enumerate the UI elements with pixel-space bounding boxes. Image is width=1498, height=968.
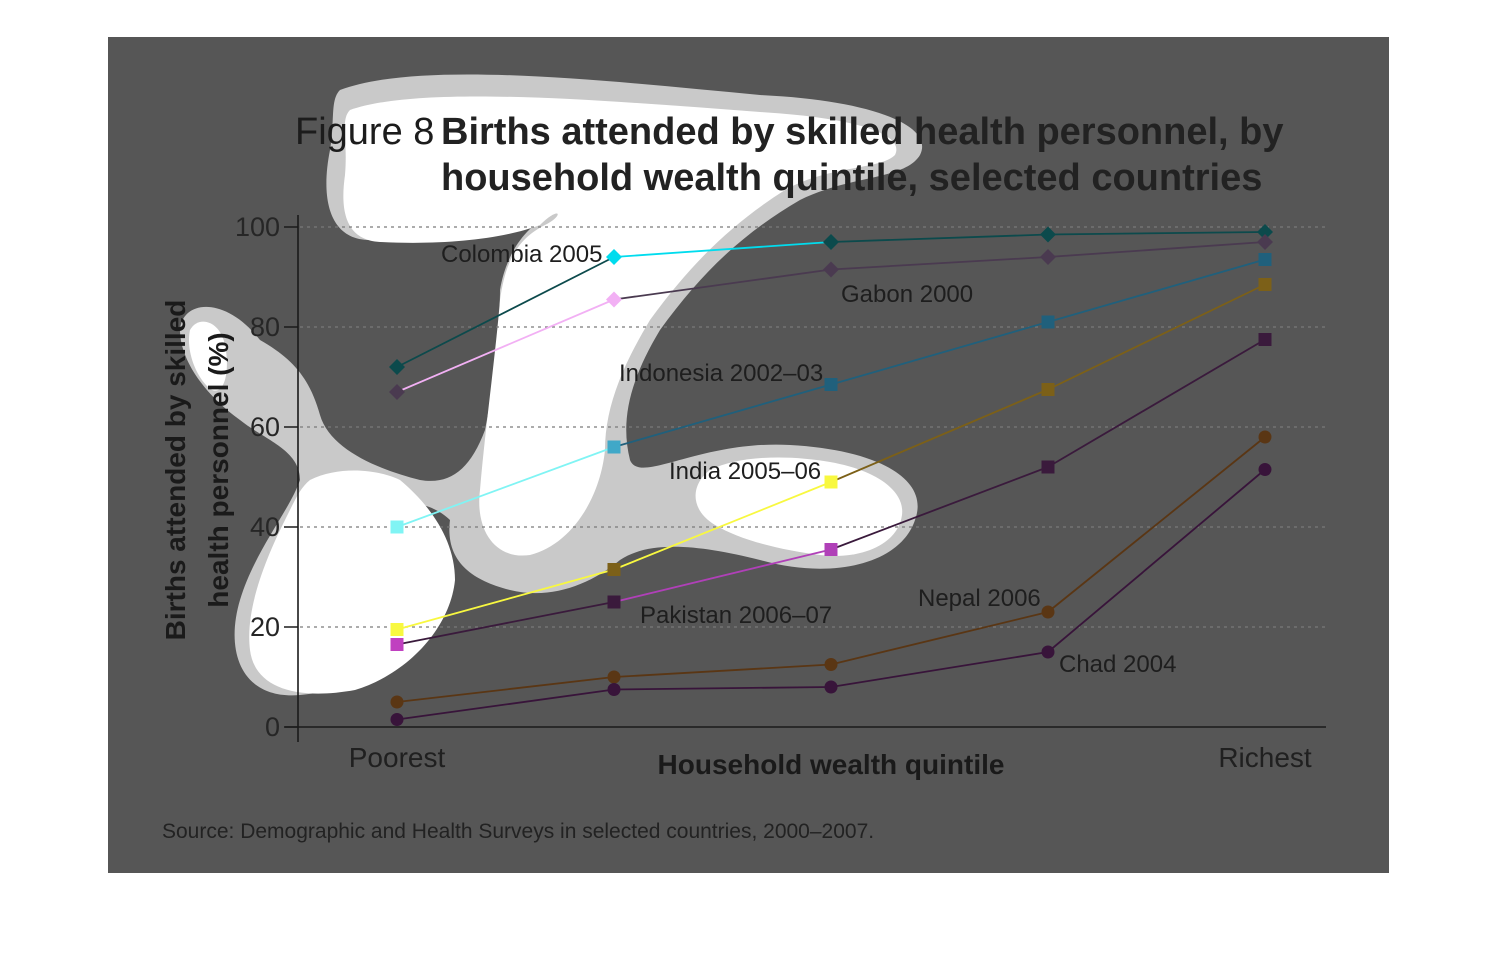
- series-line-segment: [830, 256, 1049, 271]
- series-line-segment: [1047, 436, 1266, 613]
- series-line-segment: [613, 548, 832, 603]
- data-point-square: [607, 440, 621, 454]
- y-tick-label: 80: [250, 312, 280, 342]
- data-point-circle: [1258, 463, 1272, 476]
- series-line-segment: [1047, 468, 1266, 653]
- series-line-segment: [396, 688, 615, 721]
- data-point-square: [1258, 253, 1272, 266]
- y-tick-label: 0: [265, 712, 280, 742]
- series-line-segment: [396, 601, 615, 646]
- series-line-segment: [1047, 338, 1266, 468]
- data-point-diamond: [823, 234, 839, 250]
- data-point-diamond: [1257, 234, 1273, 250]
- series-line-segment: [396, 446, 615, 528]
- series-label: India 2005–06: [669, 458, 821, 485]
- series-line-segment: [830, 233, 1049, 243]
- series-line-group: [396, 468, 1266, 721]
- data-point-diamond: [606, 291, 622, 308]
- data-point-circle: [1041, 645, 1055, 659]
- series-line-segment: [396, 298, 615, 393]
- series-line-segment: [613, 481, 832, 571]
- series-line-segment: [830, 321, 1049, 386]
- data-point-circle: [607, 683, 621, 696]
- source-note: Source: Demographic and Health Surveys i…: [162, 820, 874, 843]
- data-point-square: [1258, 333, 1272, 346]
- series-line-segment: [613, 686, 832, 691]
- data-point-circle: [1258, 430, 1272, 444]
- data-point-square: [824, 378, 838, 391]
- series-line-group: [396, 231, 1266, 368]
- data-point-circle: [824, 658, 838, 671]
- series-line-segment: [396, 256, 615, 368]
- series-markers: [389, 224, 1273, 726]
- y-tick-label: 20: [250, 612, 280, 642]
- x-axis-title: Household wealth quintile: [658, 749, 1005, 780]
- series-line-segment: [1047, 258, 1266, 323]
- series-line-segment: [830, 611, 1049, 666]
- series-label: Indonesia 2002–03: [619, 360, 823, 387]
- series-line-segment: [830, 466, 1049, 551]
- series-label: Nepal 2006: [918, 585, 1041, 612]
- series-label: Pakistan 2006–07: [640, 602, 832, 629]
- y-axis-title-line-2: health personnel (%): [203, 332, 234, 607]
- data-point-diamond: [1257, 224, 1273, 240]
- series-line-segment: [1047, 283, 1266, 391]
- series-line-group: [396, 338, 1266, 646]
- series-line-group: [396, 283, 1266, 631]
- data-point-square: [824, 543, 838, 556]
- series-line-segment: [613, 663, 832, 678]
- data-point-square: [607, 595, 621, 609]
- series-line-segment: [613, 383, 832, 448]
- chart-title-line-1: Births attended by skilled health person…: [441, 111, 1284, 153]
- data-point-diamond: [823, 261, 839, 278]
- data-point-square: [824, 475, 838, 489]
- series-line-segment: [1047, 241, 1266, 258]
- series-line-segment: [613, 268, 832, 301]
- chart-title-prefix: Figure 8: [295, 111, 434, 153]
- series-line-segment: [830, 651, 1049, 688]
- series-line-segment: [1047, 231, 1266, 236]
- data-point-circle: [1041, 605, 1055, 619]
- gridlines: [300, 226, 1326, 628]
- data-point-square: [1041, 460, 1055, 474]
- data-point-diamond: [1040, 249, 1056, 265]
- data-point-circle: [390, 713, 404, 726]
- data-point-square: [607, 563, 621, 576]
- series-line-group: [396, 241, 1266, 393]
- series-line-segment: [396, 568, 615, 631]
- axes: 0 20 40 60 80 100 Poorest Richest: [235, 212, 1326, 773]
- data-point-circle: [824, 680, 838, 694]
- chart-title-line-2: household wealth quintile, selected coun…: [441, 157, 1262, 199]
- series-line-segment: [830, 388, 1049, 483]
- data-point-square: [1041, 315, 1055, 329]
- series-label: Colombia 2005: [441, 241, 602, 268]
- y-tick-label: 40: [250, 512, 280, 542]
- y-axis-title-line-1: Births attended by skilled: [160, 300, 191, 641]
- data-point-circle: [390, 695, 404, 709]
- data-point-diamond: [606, 249, 622, 265]
- highlight-blob-overlay: [180, 74, 923, 696]
- y-tick-label: 100: [235, 212, 280, 242]
- data-point-square: [1258, 278, 1272, 291]
- y-tick-label: 60: [250, 412, 280, 442]
- data-point-circle: [607, 670, 621, 684]
- data-point-square: [390, 623, 404, 636]
- series-line-group: [396, 436, 1266, 703]
- data-point-diamond: [1040, 226, 1056, 243]
- series-line-segment: [396, 676, 615, 703]
- data-point-diamond: [389, 384, 405, 400]
- data-point-square: [390, 638, 404, 651]
- series-line-group: [396, 258, 1266, 528]
- data-point-square: [1041, 383, 1055, 396]
- x-tick-label: Poorest: [349, 742, 446, 773]
- series-label: Gabon 2000: [841, 281, 973, 308]
- data-point-diamond: [389, 359, 405, 375]
- series-line-segment: [613, 241, 832, 258]
- series-lines: [396, 231, 1266, 721]
- series-label: Chad 2004: [1059, 651, 1176, 678]
- data-point-square: [390, 520, 404, 534]
- series-labels: Colombia 2005 Gabon 2000 Indonesia 2002–03…: [441, 241, 1176, 678]
- x-tick-label: Richest: [1218, 742, 1312, 773]
